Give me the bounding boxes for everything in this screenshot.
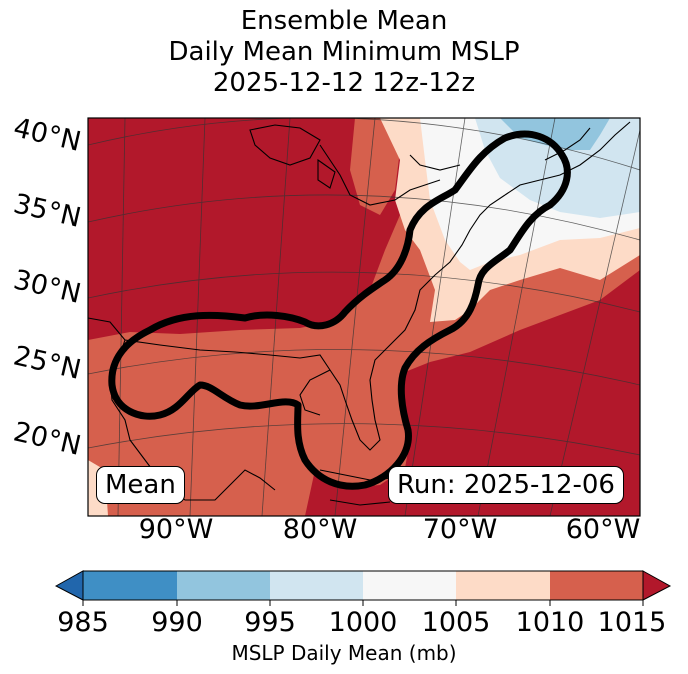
mslp-field — [88, 118, 640, 516]
lon-label-80w: 80°W — [282, 514, 358, 545]
colorbar-bin-1010-1015 — [550, 571, 643, 600]
colorbar-bin-1005-1010 — [456, 571, 550, 600]
band-990-995 — [475, 118, 640, 218]
colorbar-tick-1000: 1000 — [328, 607, 398, 638]
title-line-3: 2025-12-12 12z-12z — [212, 68, 476, 98]
map-frame — [87, 117, 641, 517]
title-line-2: Daily Mean Minimum MSLP — [168, 37, 520, 67]
lon-label-60w: 60°W — [565, 514, 641, 545]
lon-label-70w: 70°W — [422, 514, 498, 545]
lon-label-90w: 90°W — [138, 514, 214, 545]
colorbar-bin-995-1000 — [270, 571, 363, 600]
chart-title: Ensemble Mean Daily Mean Minimum MSLP 20… — [0, 6, 688, 99]
mean-label-box: Mean — [96, 466, 185, 504]
colorbar-bin-1000-1005 — [363, 571, 456, 600]
colorbar-bin-985-990 — [83, 571, 177, 600]
colorbar-tick-995: 995 — [244, 607, 296, 638]
colorbar-label: MSLP Daily Mean (mb) — [231, 641, 457, 665]
colorbar-extend-high — [642, 570, 672, 601]
colorbar-extend-low — [54, 570, 84, 601]
colorbar-tick-985: 985 — [57, 607, 109, 638]
band-985-990 — [500, 118, 610, 150]
colorbar-tick-1010: 1010 — [515, 607, 585, 638]
colorbar — [54, 570, 672, 606]
contour-1000mb — [108, 130, 571, 490]
title-line-1: Ensemble Mean — [240, 6, 448, 36]
colorbar-tick-1015: 1015 — [597, 607, 667, 638]
colorbar-bin-990-995 — [177, 571, 270, 600]
colorbar-tick-990: 990 — [151, 607, 203, 638]
run-date-label-box: Run: 2025-12-06 — [388, 466, 624, 504]
colorbar-tick-1005: 1005 — [421, 607, 491, 638]
band-1005-1010-upper — [350, 118, 400, 215]
graticule — [88, 118, 640, 516]
